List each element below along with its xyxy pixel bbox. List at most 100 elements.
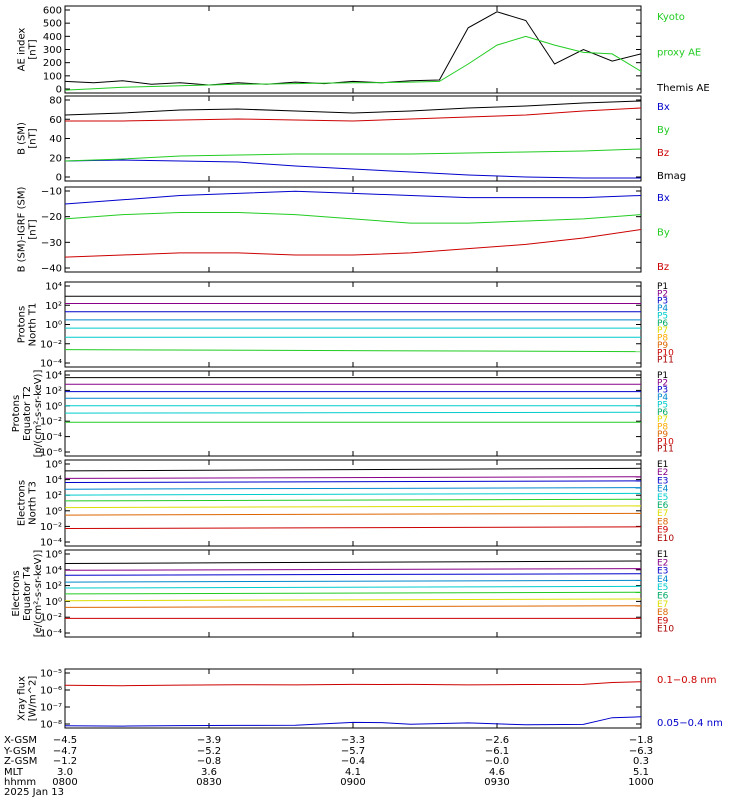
series-line-p7 [64,349,642,353]
y-axis-label: Electrons [11,570,22,616]
ephemeris-label: Y-GSM [3,746,36,757]
legend-entry: E2 [657,468,668,478]
ephemeris-value: 0.3 [633,756,649,767]
legend-entry: 0.05−0.4 nm [657,718,723,729]
y-axis-label: Equator T2 [22,386,33,441]
legend-entry: P11 [657,356,674,366]
ephemeris-value: −1.2 [53,756,77,767]
y-tick-label: 600 [43,6,62,17]
legend-entry: proxy AE [657,48,701,59]
y-tick-label: 40 [49,134,62,145]
y-tick-label: 10⁴ [45,282,62,293]
series-line-e2 [64,568,642,571]
y-axis-label: B (SM)-IGRF (SM) [17,187,28,273]
legend-entry: By [657,228,670,239]
ephemeris-value: −0.8 [197,756,221,767]
panel-frame [64,186,642,273]
series-line-e4 [64,579,642,583]
ephemeris-value: 0800 [52,777,77,788]
panel-frame [64,459,642,547]
legend-entry: P8 [657,423,668,433]
ephemeris-value: 1000 [628,777,653,788]
y-tick-label: 60 [49,115,62,126]
ephemeris-value: −4.7 [53,746,77,757]
legend-entry: P8 [657,334,668,344]
y-tick-label: 10⁶ [45,550,62,561]
series-line-e2 [64,476,642,479]
y-axis-label: [nT] [28,128,39,148]
y-tick-label: −30 [41,238,62,249]
series-line-by [64,212,642,224]
legend-entry: E6 [657,592,669,602]
series-line-e4 [64,487,642,490]
series-line-kyoto-proxy-ae [64,35,642,91]
series-line-e1 [64,467,642,472]
legend-entry: P6 [657,319,668,329]
series-line-e3 [64,573,642,576]
legend-entry: P9 [657,430,668,440]
panel-frame [64,668,642,729]
legend-entry: P9 [657,341,668,351]
legend-entry: E9 [657,616,669,626]
y-tick-label: 100 [43,71,62,82]
y-tick-label: 10⁻⁸ [40,720,62,731]
series-line-e8 [64,605,642,608]
legend-entry: Bmag [657,171,686,182]
series-line-bz [65,107,642,122]
legend-entry: E5 [657,493,668,503]
legend-entry: E4 [657,575,669,585]
legend-entry: P1 [657,282,668,292]
legend-entry: E1 [657,460,668,470]
y-tick-label: 500 [43,19,62,30]
legend-entry: E1 [657,550,668,560]
legend-entry: E4 [657,485,669,495]
ephemeris-value: 4.1 [345,767,361,778]
ephemeris-value: −0.0 [485,756,509,767]
legend-entry: P2 [657,378,668,388]
legend-entry: P7 [657,415,668,425]
y-tick-label: 10⁴ [45,475,62,486]
y-tick-label: 10⁻² [40,522,62,533]
y-tick-label: 10⁰ [45,506,62,517]
y-tick-label: 10² [45,491,62,502]
ephemeris-value: −2.6 [485,735,509,746]
y-axis-label: [e/(cm²-s-sr-keV)] [33,550,44,638]
legend-entry: Bx [657,193,670,204]
legend-entry: E10 [657,625,674,635]
legend-entry: P3 [657,297,668,307]
y-tick-label: 300 [43,45,62,56]
legend-entry: E8 [657,517,669,527]
legend-entry: 0.1−0.8 nm [657,675,716,686]
ephemeris-label: Z-GSM [4,756,37,767]
y-tick-label: 10⁻⁴ [40,432,62,443]
y-tick-label: 10⁻⁴ [40,629,62,640]
series-line-e1 [64,560,642,564]
y-axis-label: [p/(cm²-s-sr-keV)] [33,370,44,458]
legend-entry: P4 [657,393,668,403]
y-axis-label: Protons [17,306,28,343]
legend-entry: P7 [657,326,668,336]
y-axis-label: Equator T4 [22,566,33,621]
legend-entry: E6 [657,501,669,511]
series-line-0-05-0-4-nm [64,716,642,727]
y-tick-label: 20 [49,153,62,164]
y-tick-label: 10⁻⁴ [40,359,62,370]
y-axis-label: North T1 [28,303,39,347]
legend-entry: E3 [657,476,668,486]
y-tick-label: 10⁴ [45,371,62,382]
ephemeris-label: MLT [4,767,24,778]
ephemeris-label: hhmm [4,777,36,788]
y-tick-label: 10⁻⁴ [40,538,62,549]
series-line-e8 [64,512,642,516]
legend-entry: P10 [657,437,674,447]
legend-entry: E5 [657,583,668,593]
series-line-p6 [64,411,642,414]
y-tick-label: 10⁰ [45,401,62,412]
series-line-0-1-0-8-nm [64,681,642,687]
ephemeris-value: 4.6 [489,767,505,778]
y-tick-label: 10⁻² [40,339,62,350]
y-tick-label: 10⁻⁶ [40,686,62,697]
legend-entry: Bx [657,102,670,113]
